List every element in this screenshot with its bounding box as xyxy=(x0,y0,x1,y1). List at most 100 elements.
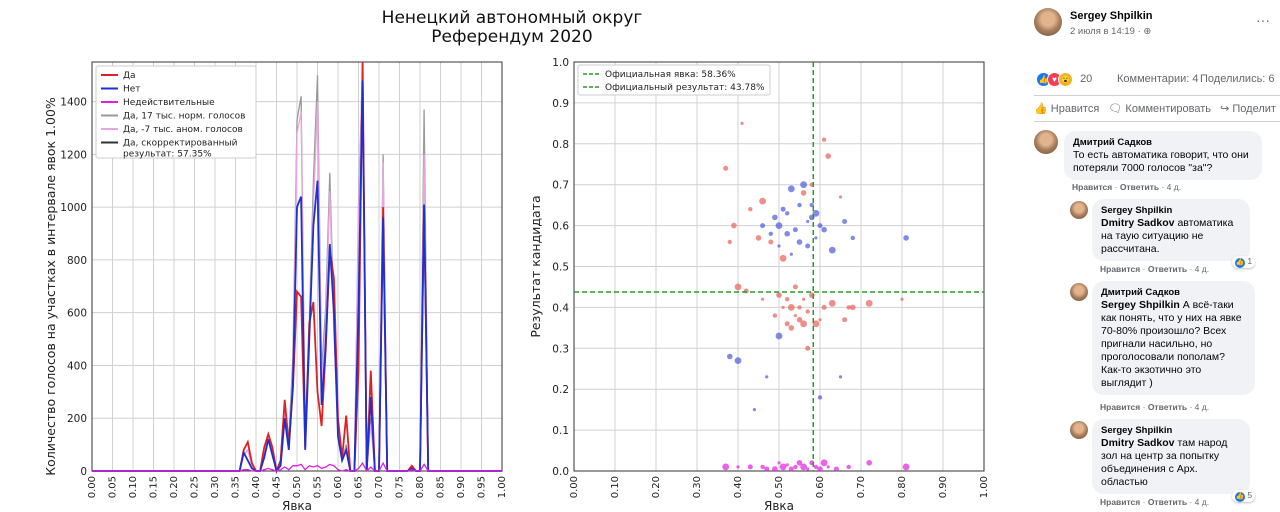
comments-count[interactable]: Комментарии: 4 xyxy=(1117,73,1199,85)
like-button[interactable]: 👍 Нравится xyxy=(1034,103,1100,115)
comment-text: То есть автоматика говорит, что они поте… xyxy=(1073,149,1249,174)
x-axis-label: Явка xyxy=(282,499,312,512)
post-actions: 👍 Нравится 🗨 Комментировать ↪ Поделит xyxy=(1034,102,1280,115)
commenter-avatar[interactable] xyxy=(1070,283,1088,301)
x-tick-label: 0.75 xyxy=(395,476,406,498)
scatter-point xyxy=(805,345,811,351)
y-axis-label: Результат кандидата xyxy=(528,195,543,337)
scatter-point xyxy=(760,223,766,229)
scatter-point xyxy=(806,467,810,471)
scatter-point xyxy=(740,121,744,125)
comment-mention[interactable]: Sergey Shpilkin xyxy=(1101,299,1180,311)
comment-author[interactable]: Sergey Shpilkin xyxy=(1101,425,1173,436)
figure-title-line1: Ненецкий автономный округ xyxy=(381,8,643,28)
commenter-avatar[interactable] xyxy=(1034,130,1058,154)
comment-text: там народ зол на центр за попытку объеди… xyxy=(1101,437,1228,488)
comment-time[interactable]: 4 д. xyxy=(1194,402,1210,412)
comment-like-link[interactable]: Нравится xyxy=(1072,182,1113,192)
shares-count[interactable]: Поделились: 6 xyxy=(1200,73,1275,85)
comment-button[interactable]: 🗨 Комментировать xyxy=(1108,103,1212,115)
x-tick-label: 0.90 xyxy=(456,476,467,498)
scatter-point xyxy=(812,209,820,217)
scatter-point xyxy=(793,314,797,318)
comment-actions: Нравится · Ответить · 4 д. xyxy=(1100,497,1210,507)
x-tick-label: 0.10 xyxy=(128,476,139,498)
scatter-point xyxy=(784,231,790,237)
comment-text: автоматика на таую ситуацию не рассчитан… xyxy=(1101,217,1234,255)
plot-frame xyxy=(573,61,985,472)
comment-reply-link[interactable]: Ответить xyxy=(1147,497,1188,507)
more-options-icon[interactable]: ··· xyxy=(1256,12,1270,28)
comment-mention[interactable]: Dmitry Sadkov xyxy=(1101,437,1175,449)
comment-reply-link[interactable]: Ответить xyxy=(1147,264,1188,274)
comment-reply-link[interactable]: Ответить xyxy=(1147,402,1188,412)
scatter-point xyxy=(817,223,823,229)
legend-label: Да xyxy=(123,71,136,81)
share-button[interactable]: ↪ Поделит xyxy=(1220,103,1276,115)
scatter-point xyxy=(776,292,782,298)
comment-actions: Нравится · Ответить · 4 д. xyxy=(1100,264,1210,274)
commenter-avatar[interactable] xyxy=(1070,201,1088,219)
comment-like-link[interactable]: Нравится xyxy=(1100,497,1141,507)
x-tick-label: 0.00 xyxy=(569,476,580,498)
thumbs-up-icon: 👍 xyxy=(1235,492,1245,502)
author-avatar[interactable] xyxy=(1034,8,1062,36)
comment-time[interactable]: 4 д. xyxy=(1194,264,1210,274)
comment-author[interactable]: Дмитрий Садков xyxy=(1101,287,1180,298)
comment-reply-link[interactable]: Ответить xyxy=(1119,182,1160,192)
comment-mention[interactable]: Dmitry Sadkov xyxy=(1101,217,1175,229)
scatter-point xyxy=(752,408,756,412)
x-tick-label: 1.00 xyxy=(979,476,990,498)
scatter-point xyxy=(805,309,810,314)
x-tick-label: 0.50 xyxy=(292,476,303,498)
scatter-point xyxy=(787,185,795,193)
post-author[interactable]: Sergey Shpilkin xyxy=(1070,10,1153,22)
scatter-point xyxy=(785,463,789,467)
comment-author[interactable]: Дмитрий Садков xyxy=(1073,137,1152,148)
x-tick-label: 0.70 xyxy=(374,476,385,498)
x-tick-label: 0.25 xyxy=(190,476,201,498)
scatter-point xyxy=(780,206,786,212)
scatter-point xyxy=(850,235,855,241)
scatter-point xyxy=(812,320,820,328)
commenter-avatar[interactable] xyxy=(1070,421,1088,439)
scatter-chart: 0.00 0.10 0.20 0.30 0.40 0.50 0.60 0.70 0.80 0.90… xyxy=(528,57,990,512)
legend-label: Официальная явка: 58.36% xyxy=(605,70,736,80)
x-tick-label: 0.00 xyxy=(87,476,98,498)
comment-time[interactable]: 4 д. xyxy=(1194,497,1210,507)
reactions-count[interactable]: 20 xyxy=(1080,73,1093,86)
y-tick-label: 1.0 xyxy=(552,57,569,69)
y-tick-label: 0.1 xyxy=(552,425,569,437)
scatter-point xyxy=(800,190,807,196)
scatter-point xyxy=(764,466,770,472)
legend-label: Официальный результат: 43.78% xyxy=(605,83,765,93)
scatter-point xyxy=(775,222,783,230)
scatter-point xyxy=(772,214,778,221)
scatter-point xyxy=(727,353,733,360)
scatter-point xyxy=(787,304,795,311)
comment-like-link[interactable]: Нравится xyxy=(1100,402,1141,412)
scatter-point xyxy=(789,252,793,256)
scatter-point xyxy=(765,375,769,379)
scatter-point xyxy=(768,231,773,236)
comment-like-badge[interactable]: 👍 5 xyxy=(1232,490,1256,502)
divider xyxy=(1034,95,1280,96)
comment-time[interactable]: 4 д. xyxy=(1166,182,1182,192)
scatter-point xyxy=(788,466,794,472)
scatter-point xyxy=(768,239,774,245)
x-tick-label: 0.20 xyxy=(651,476,662,498)
scatter-point xyxy=(731,222,737,229)
comment-like-link[interactable]: Нравится xyxy=(1100,264,1141,274)
comment-author[interactable]: Sergey Shpilkin xyxy=(1101,205,1173,216)
scatter-point xyxy=(772,466,778,472)
y-tick-label: 0.6 xyxy=(552,221,569,233)
scatter-point xyxy=(903,235,909,241)
comment-like-badge[interactable]: 👍 1 xyxy=(1232,256,1256,268)
globe-icon: ⊕ xyxy=(1143,26,1152,37)
post-date[interactable]: 2 июля в 14:19 · ⊕ xyxy=(1070,26,1152,37)
x-tick-label: 0.30 xyxy=(210,476,221,498)
thumbs-up-icon: 👍 xyxy=(1235,258,1245,268)
legend-box xyxy=(95,65,257,159)
scatter-point xyxy=(734,357,742,364)
x-tick-label: 0.55 xyxy=(313,476,324,498)
